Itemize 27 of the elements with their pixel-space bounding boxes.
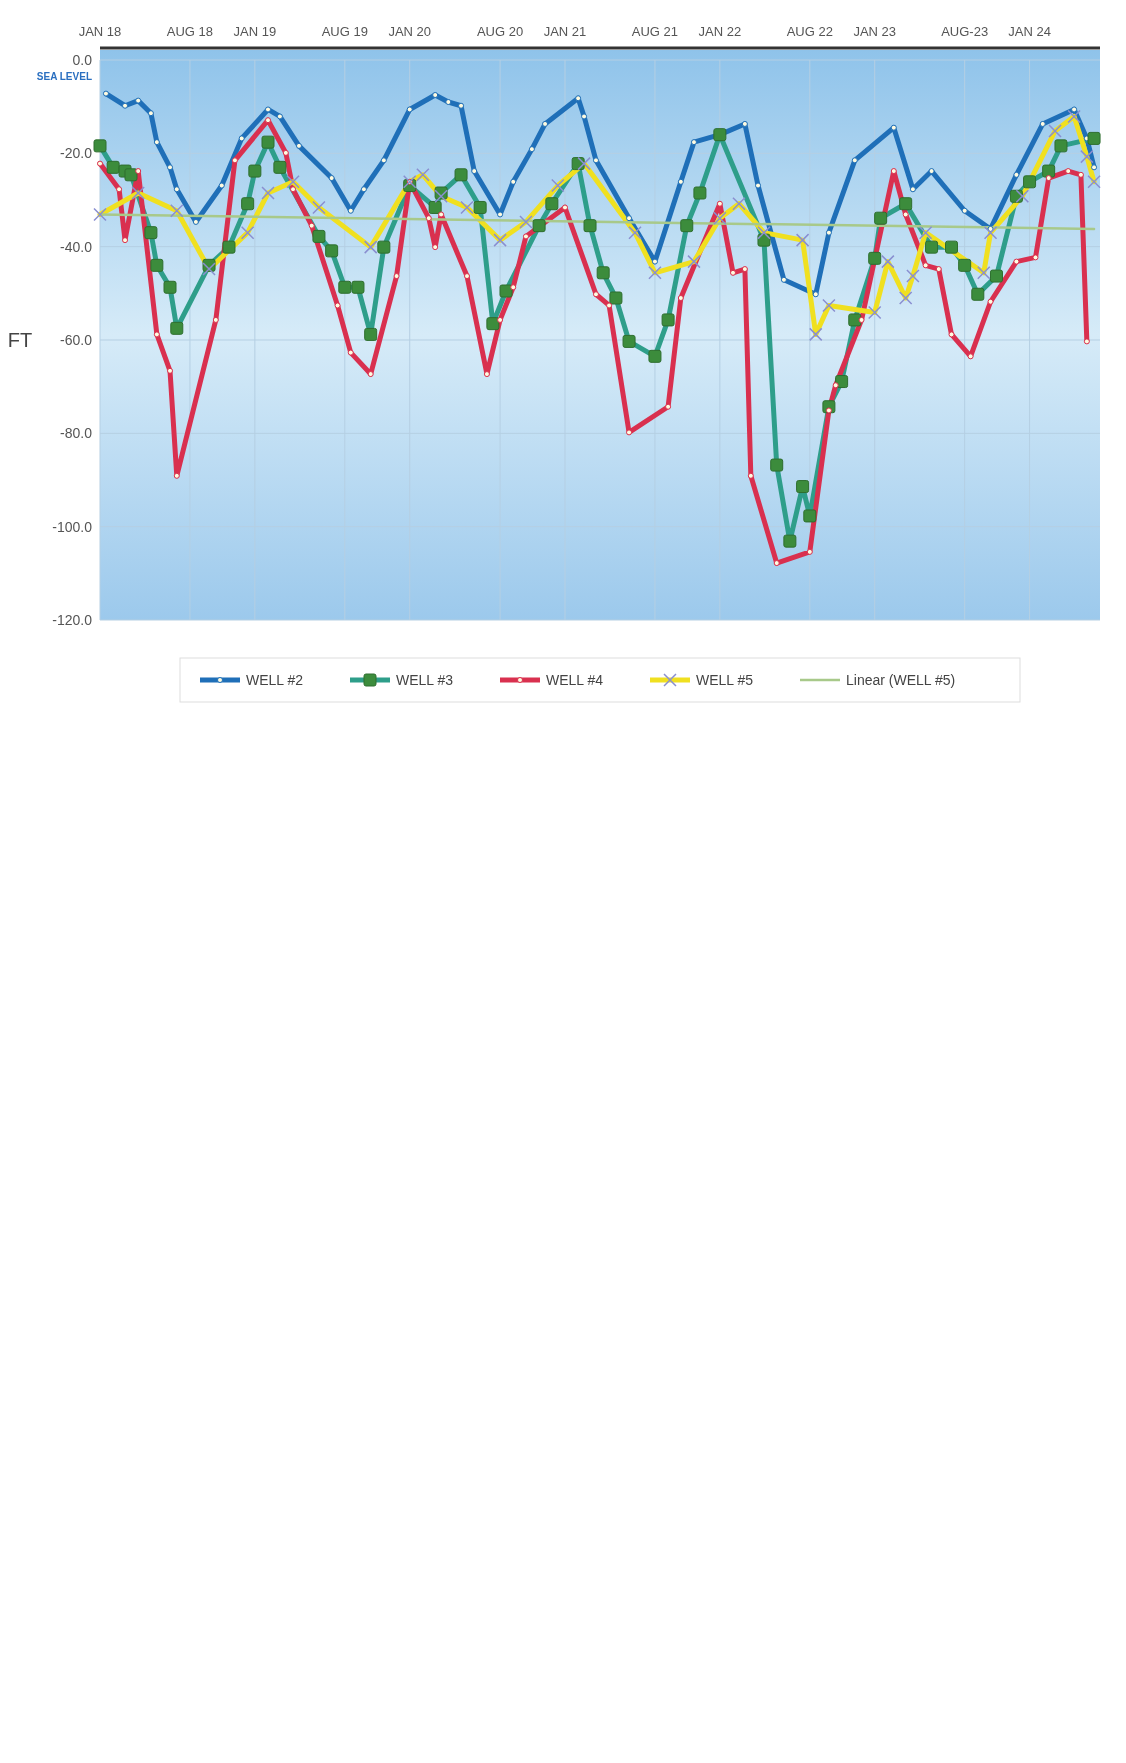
x-tick-label: JAN 21 (543, 24, 587, 39)
x-tick-label: AUG 19 (321, 24, 368, 39)
x-tick-label: JAN 22 (698, 24, 742, 39)
legend-label: Linear (WELL #5) (846, 671, 956, 688)
y-tick-label: -60.0 (60, 331, 93, 348)
x-tick-label: AUG 21 (631, 24, 679, 39)
x-tick-label: AUG 18 (166, 24, 214, 39)
y-tick-label: -40.0 (60, 238, 93, 255)
x-tick-label: AUG 22 (786, 24, 833, 39)
legend-label: WELL #4 (546, 671, 604, 688)
y-tick-label: -100.0 (52, 518, 93, 535)
legend-label: WELL #3 (396, 671, 454, 688)
legend-label: WELL #2 (246, 671, 304, 688)
x-tick-label: JAN 18 (78, 24, 122, 39)
x-tick-label: JAN 19 (233, 24, 277, 39)
x-tick-label: JAN 23 (853, 24, 897, 39)
y-tick-label: -120.0 (52, 611, 93, 628)
y-tick-label: -80.0 (60, 425, 93, 442)
x-tick-label: AUG-23 (941, 24, 989, 39)
y-tick-label: 0.0 (72, 51, 93, 68)
legend-label: WELL #5 (696, 671, 754, 688)
y-axis-title: FT (7, 329, 33, 351)
x-tick-label: AUG 20 (476, 24, 524, 39)
y-tick-label: -20.0 (60, 145, 93, 162)
x-tick-label: JAN 20 (388, 24, 432, 39)
x-tick-label: JAN 24 (1008, 24, 1051, 39)
text: SEA LEVEL (36, 71, 92, 82)
